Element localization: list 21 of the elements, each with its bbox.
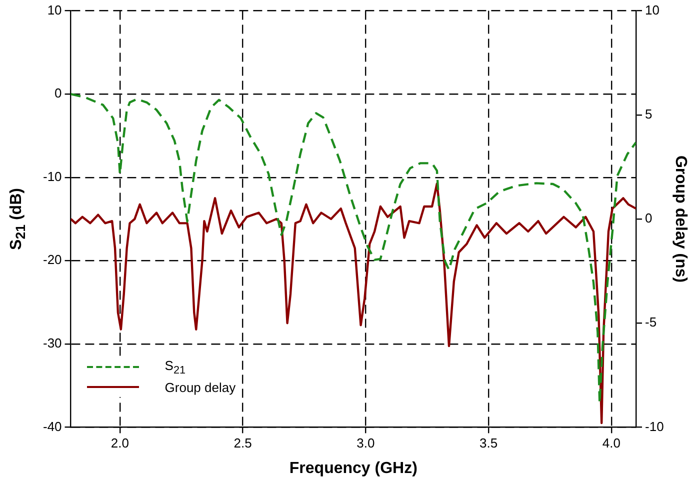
y2-tick-label: 5 — [645, 106, 652, 122]
y-tick-label: 10 — [47, 2, 62, 18]
y2-tick-label: -5 — [645, 314, 657, 330]
legend-label: S$_{21}$ — [164, 358, 186, 376]
y2-tick-label: 0 — [645, 210, 652, 226]
x-tick-label: 4.0 — [602, 436, 620, 451]
y2-axis-title: Group delay (ns) — [672, 155, 689, 283]
y-tick-label: 0 — [54, 86, 62, 101]
x-tick-label: 2.0 — [110, 436, 129, 451]
y-tick-label: -30 — [42, 336, 62, 350]
line-series — [70, 92, 636, 404]
y-tick-label: -40 — [42, 418, 62, 434]
y-tick-label: -20 — [42, 252, 62, 268]
x-tick-label: 3.0 — [356, 436, 375, 451]
x-tick-label: 2.5 — [234, 436, 252, 451]
x-tick-label: 3.5 — [480, 436, 498, 451]
y2-tick-label: 10 — [645, 2, 660, 18]
x-axis-title: Frequency (GHz) — [289, 460, 418, 477]
y2-tick-label: -10 — [645, 418, 664, 434]
y-tick-label: -10 — [42, 168, 62, 184]
legend-label: Group delay — [164, 380, 236, 395]
